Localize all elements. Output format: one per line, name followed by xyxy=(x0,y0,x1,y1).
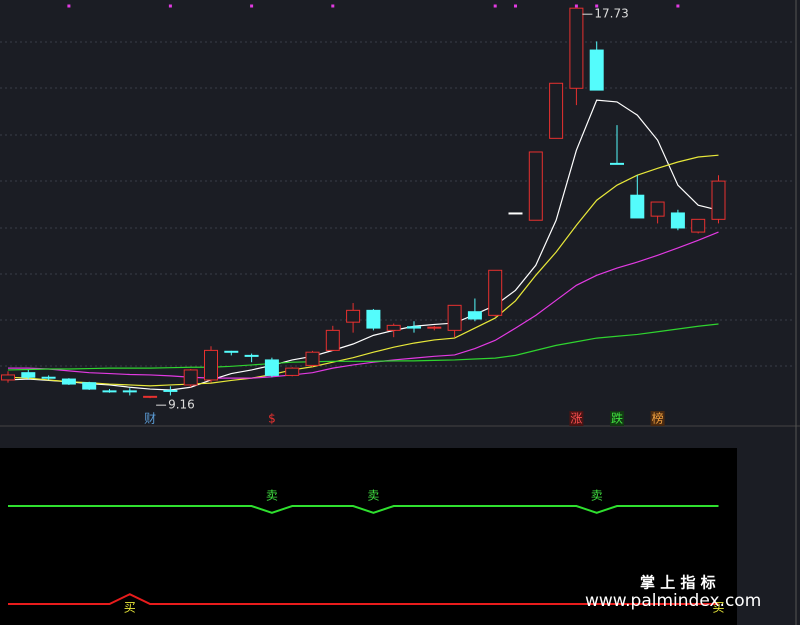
indicator-panel xyxy=(0,448,737,625)
candle-body xyxy=(691,218,706,233)
candle-body xyxy=(21,372,36,378)
event-badge xyxy=(569,411,584,426)
candle-body xyxy=(467,311,482,320)
moving-average xyxy=(7,154,719,387)
top-marker xyxy=(67,4,71,8)
moving-average xyxy=(8,231,719,379)
candle-body xyxy=(61,378,76,385)
candle-body xyxy=(285,367,300,376)
moving-average xyxy=(7,99,719,391)
candle-body xyxy=(1,374,15,381)
signal-label: 买 xyxy=(712,601,724,615)
candle-body xyxy=(630,194,645,219)
candle-body xyxy=(183,369,198,386)
top-marker xyxy=(676,4,680,8)
candle-body xyxy=(488,269,503,316)
event-label: $ xyxy=(268,412,276,426)
candle-body xyxy=(163,389,178,392)
top-marker xyxy=(514,4,517,8)
candle-body xyxy=(549,82,564,139)
event-label: 财 xyxy=(144,412,156,426)
event-badge xyxy=(650,411,665,426)
candle-body xyxy=(610,162,624,165)
candle-body xyxy=(244,354,259,357)
top-marker xyxy=(168,4,172,8)
candle-body xyxy=(528,151,543,221)
signal-label: 买 xyxy=(124,601,136,615)
candle-body xyxy=(204,349,218,381)
moving-average xyxy=(7,323,719,371)
candle-body xyxy=(366,309,381,329)
candle-body xyxy=(264,359,279,376)
candle-body xyxy=(122,390,137,393)
top-marker xyxy=(574,4,578,8)
indicator-line xyxy=(8,505,719,514)
signal-label: 卖 xyxy=(367,489,379,503)
candle-body xyxy=(427,326,442,329)
candle-body xyxy=(670,212,685,229)
event-label: 涨 xyxy=(570,411,582,426)
candle-body xyxy=(569,7,584,89)
candle-body xyxy=(143,395,158,398)
candle-body xyxy=(346,309,361,323)
candle-body xyxy=(325,329,340,351)
candle-body xyxy=(589,49,604,91)
signal-label: 卖 xyxy=(591,489,603,503)
watermark-url: www.palmindex.com xyxy=(585,591,761,611)
top-marker xyxy=(595,4,599,8)
candle-body xyxy=(224,350,239,353)
top-marker xyxy=(250,4,254,8)
candle-body xyxy=(447,304,462,331)
indicator-line xyxy=(8,593,719,605)
candle-body xyxy=(82,382,97,390)
candle-body xyxy=(386,324,401,331)
top-marker xyxy=(331,4,335,8)
signal-label: 卖 xyxy=(266,489,278,503)
candle-body xyxy=(407,326,421,329)
candle-body xyxy=(650,201,665,217)
event-label: 跌 xyxy=(611,411,623,426)
annotation: 17.73 xyxy=(594,7,628,21)
annotation: 9.16 xyxy=(168,398,195,412)
event-badge xyxy=(610,411,624,426)
candle-body xyxy=(508,212,523,215)
candle-body xyxy=(711,180,726,220)
candle-body xyxy=(102,390,117,393)
candle-body xyxy=(41,376,56,379)
event-label: 榜 xyxy=(652,411,664,426)
watermark-title: 掌 上 指 标 xyxy=(640,574,716,592)
top-marker xyxy=(493,4,497,8)
candle-body xyxy=(305,351,320,366)
